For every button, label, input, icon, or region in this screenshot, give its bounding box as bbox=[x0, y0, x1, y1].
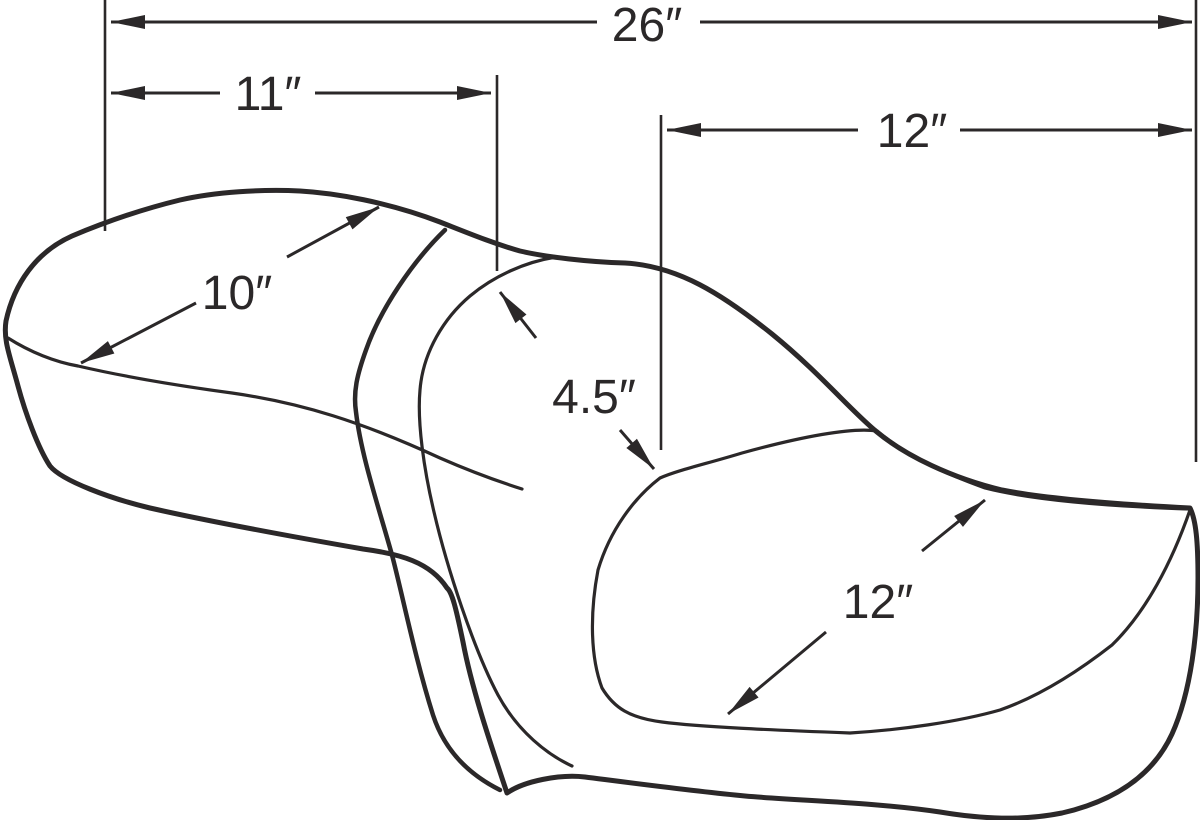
dimension-overall-length: 26″ bbox=[111, 0, 1192, 52]
rear-pad-upper-seam-path bbox=[875, 429, 1192, 511]
extension-lines bbox=[103, 0, 1198, 462]
dim-10-shaft-lower bbox=[80, 301, 197, 365]
dim-45-label: 4.5″ bbox=[552, 371, 636, 424]
seat-silhouette-path bbox=[2, 187, 1200, 820]
dim-12bot-shaft-lower bbox=[727, 630, 827, 716]
dimension-front-length: 11″ bbox=[111, 68, 491, 121]
dim-12bot-shaft-upper bbox=[921, 498, 986, 553]
dim-10-shaft-upper bbox=[286, 205, 380, 259]
rear-pad-rim-path bbox=[590, 428, 1192, 735]
dimension-front-width: 10″ bbox=[80, 205, 380, 365]
dimension-step-depth: 4.5″ bbox=[498, 291, 656, 470]
dim-45-shaft-lower bbox=[618, 429, 656, 470]
seat-drawing bbox=[2, 187, 1200, 820]
dim-12bot-label: 12″ bbox=[843, 576, 913, 629]
dip-crease-path bbox=[352, 227, 503, 793]
dim-12top-label: 12″ bbox=[877, 105, 947, 158]
dim-11-label: 11″ bbox=[235, 68, 302, 121]
front-pad-rim-path bbox=[6, 336, 524, 491]
dim-45-shaft-upper bbox=[498, 291, 538, 339]
dim-10-label: 10″ bbox=[202, 267, 272, 320]
dimension-rear-width: 12″ bbox=[727, 498, 986, 716]
dimension-rear-length: 12″ bbox=[667, 105, 1192, 158]
dim-26-label: 26″ bbox=[612, 0, 682, 52]
dip-seam-path bbox=[417, 255, 574, 768]
